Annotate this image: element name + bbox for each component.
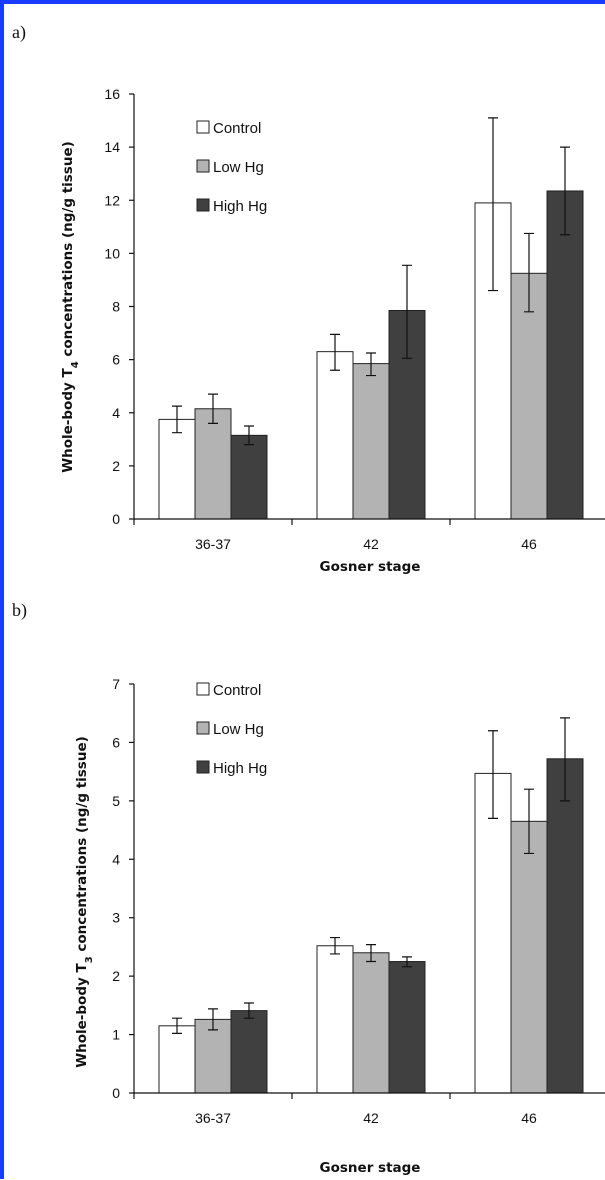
y-axis-ticks: 0 1 2 3 4 5 6 7 xyxy=(112,676,134,1101)
x-tick-label-0: 36-37 xyxy=(195,536,231,552)
y-tick-label-4: 8 xyxy=(112,299,120,315)
bar-high-hg-0 xyxy=(230,1010,268,1094)
legend-swatch-0 xyxy=(196,120,210,134)
bar-control-0 xyxy=(158,1025,196,1094)
error-bar-control-2 xyxy=(488,730,498,819)
error-bar-high-hg-2 xyxy=(560,717,570,802)
x-tick-label-0: 36-37 xyxy=(195,1110,231,1126)
y-axis-title: Whole-body T3 concentrations (ng/g tissu… xyxy=(74,736,95,1068)
y-axis-title: Whole-body T4 concentrations (ng/g tissu… xyxy=(60,141,81,473)
error-bars xyxy=(172,717,570,1035)
bar-low-hg-0 xyxy=(194,408,232,520)
panel-label-a: a) xyxy=(12,22,26,42)
bar-control-2 xyxy=(474,772,512,1094)
y-axis-title-prefix: Whole-body T xyxy=(74,963,90,1068)
legend-swatch-2 xyxy=(196,198,210,212)
error-bar-control-0 xyxy=(172,405,182,434)
y-tick-label-6: 6 xyxy=(112,734,120,750)
x-axis-title: Gosner stage xyxy=(320,559,421,575)
y-tick-label-5: 5 xyxy=(112,793,120,809)
error-bar-low-hg-2 xyxy=(524,232,534,313)
legend-label-2: High Hg xyxy=(213,198,267,215)
x-tick-label-1: 42 xyxy=(363,536,379,552)
bar-high-hg-2 xyxy=(546,190,584,520)
bar-low-hg-1 xyxy=(352,952,390,1094)
y-axis-title-suffix: concentrations (ng/g tissue) xyxy=(74,736,90,956)
error-bar-high-hg-1 xyxy=(402,956,412,968)
y-tick-label-8: 16 xyxy=(104,86,120,102)
bar-low-hg-1 xyxy=(352,363,390,520)
legend-label-1: Low Hg xyxy=(213,721,264,738)
legend: Control Low Hg High Hg xyxy=(196,682,267,777)
y-tick-label-7: 14 xyxy=(104,139,120,155)
x-tick-label-2: 46 xyxy=(521,536,537,552)
error-bar-high-hg-0 xyxy=(244,1002,254,1019)
error-bar-low-hg-1 xyxy=(366,943,376,963)
bar-high-hg-1 xyxy=(388,961,426,1094)
y-axis-title-prefix: Whole-body T xyxy=(60,368,76,473)
legend-label-0: Control xyxy=(213,682,261,699)
y-tick-label-5: 10 xyxy=(104,245,120,261)
legend-swatch-2 xyxy=(196,760,210,774)
legend-swatch-0 xyxy=(196,682,210,696)
y-axis-title-sub: 4 xyxy=(70,361,81,368)
y-tick-label-1: 2 xyxy=(112,458,120,474)
legend-label-0: Control xyxy=(213,120,261,137)
bar-control-1 xyxy=(316,351,354,520)
y-tick-label-3: 6 xyxy=(112,352,120,368)
y-axis-ticks: 0 2 4 6 8 10 12 14 16 xyxy=(104,86,134,527)
error-bar-high-hg-0 xyxy=(244,425,254,446)
y-tick-label-3: 3 xyxy=(112,910,120,926)
error-bar-low-hg-2 xyxy=(524,788,534,855)
legend-label-2: High Hg xyxy=(213,760,267,777)
category-labels: 36-37 42 46 xyxy=(195,1110,537,1126)
x-tick-label-1: 42 xyxy=(363,1110,379,1126)
error-bar-low-hg-0 xyxy=(208,1008,218,1031)
error-bar-low-hg-1 xyxy=(366,352,376,377)
bars xyxy=(158,758,584,1094)
panel-label-b: b) xyxy=(12,600,27,620)
x-tick-label-2: 46 xyxy=(521,1110,537,1126)
bar-high-hg-2 xyxy=(546,758,584,1094)
bar-control-0 xyxy=(158,418,196,520)
axes xyxy=(133,684,605,1099)
y-tick-label-0: 0 xyxy=(112,1085,120,1101)
x-axis-title: Gosner stage xyxy=(320,1160,421,1176)
legend-swatch-1 xyxy=(196,159,210,173)
y-tick-label-4: 4 xyxy=(112,851,120,867)
legend: Control Low Hg High Hg xyxy=(196,120,267,215)
error-bars xyxy=(172,117,570,446)
y-tick-label-0: 0 xyxy=(112,511,120,527)
bar-high-hg-0 xyxy=(230,434,268,520)
error-bar-high-hg-2 xyxy=(560,146,570,236)
y-tick-label-2: 4 xyxy=(112,405,120,421)
axes xyxy=(133,94,605,525)
error-bar-control-1 xyxy=(330,936,340,955)
bar-low-hg-2 xyxy=(510,820,548,1094)
y-axis-title-sub: 3 xyxy=(84,956,95,963)
error-bar-high-hg-1 xyxy=(402,264,412,359)
error-bar-control-1 xyxy=(330,333,340,371)
bar-control-1 xyxy=(316,945,354,1094)
error-bar-low-hg-0 xyxy=(208,393,218,424)
error-bar-control-0 xyxy=(172,1017,182,1035)
y-axis-title-suffix: concentrations (ng/g tissue) xyxy=(60,141,76,361)
error-bar-control-2 xyxy=(488,117,498,292)
legend-label-1: Low Hg xyxy=(213,159,264,176)
y-tick-label-2: 2 xyxy=(112,968,120,984)
y-tick-label-6: 12 xyxy=(104,192,120,208)
category-labels: 36-37 42 46 xyxy=(195,536,537,552)
y-tick-label-7: 7 xyxy=(112,676,120,692)
y-tick-label-1: 1 xyxy=(112,1027,120,1043)
legend-swatch-1 xyxy=(196,721,210,735)
